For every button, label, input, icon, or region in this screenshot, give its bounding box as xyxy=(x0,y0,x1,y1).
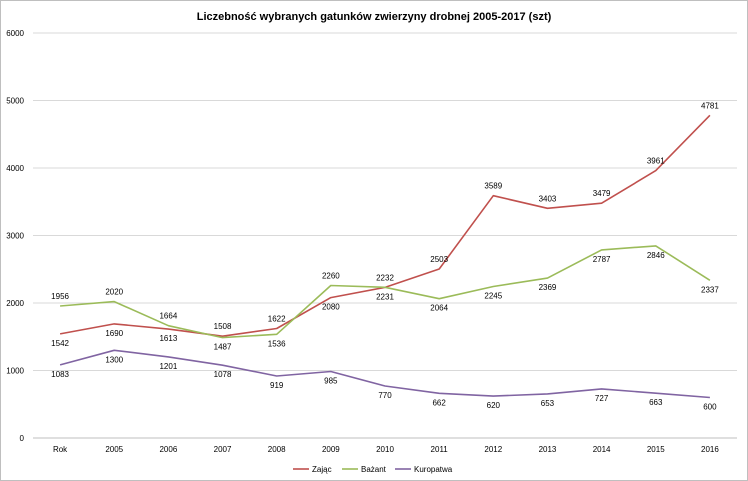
data-label: 3589 xyxy=(484,182,502,191)
y-tick-label: 3000 xyxy=(6,232,24,241)
x-tick-label: 2007 xyxy=(214,445,232,454)
legend-label: Kuropatwa xyxy=(414,465,453,474)
data-label: 2231 xyxy=(376,292,394,301)
x-tick-label: 2010 xyxy=(376,445,394,454)
data-label: 653 xyxy=(541,399,555,408)
data-label: 1956 xyxy=(51,292,69,301)
data-label: 1536 xyxy=(268,339,286,348)
data-label: 1300 xyxy=(105,355,123,364)
data-label: 919 xyxy=(270,381,284,390)
x-tick-label: Rok xyxy=(53,445,68,454)
series-line-kuropatwa xyxy=(59,349,710,399)
y-tick-label: 1000 xyxy=(6,367,24,376)
data-label: 663 xyxy=(649,398,663,407)
data-label: 1487 xyxy=(214,343,232,352)
data-label: 1078 xyxy=(214,370,232,379)
y-axis-ticks: 0 1000 2000 3000 4000 5000 6000 xyxy=(6,29,24,443)
series-lines xyxy=(59,114,711,399)
gridlines xyxy=(33,32,737,439)
data-label: 1664 xyxy=(159,312,177,321)
data-label: 2503 xyxy=(430,255,448,264)
data-label: 3961 xyxy=(647,157,665,166)
y-tick-label: 4000 xyxy=(6,164,24,173)
data-label: 3479 xyxy=(593,189,611,198)
data-label: 1083 xyxy=(51,370,69,379)
x-tick-label: 2012 xyxy=(484,445,502,454)
x-tick-label: 2014 xyxy=(593,445,611,454)
data-label: 2260 xyxy=(322,271,340,280)
data-label: 600 xyxy=(703,403,717,412)
y-tick-label: 5000 xyxy=(6,97,24,106)
data-label: 3403 xyxy=(539,194,557,203)
data-label: 2232 xyxy=(376,273,394,282)
data-label: 1613 xyxy=(159,334,177,343)
data-label: 2787 xyxy=(593,255,611,264)
data-label: 2337 xyxy=(701,285,719,294)
data-label: 2020 xyxy=(105,288,123,297)
x-tick-label: 2015 xyxy=(647,445,665,454)
x-tick-label: 2013 xyxy=(539,445,557,454)
data-label: 2846 xyxy=(647,251,665,260)
x-tick-label: 2016 xyxy=(701,445,719,454)
y-tick-label: 0 xyxy=(20,434,25,443)
data-label: 1508 xyxy=(214,322,232,331)
legend-label: Bażant xyxy=(361,465,387,474)
data-label: 2064 xyxy=(430,304,448,313)
legend-label: Zając xyxy=(312,465,332,474)
x-tick-label: 2009 xyxy=(322,445,340,454)
data-label: 620 xyxy=(487,401,501,410)
series-line-bażant xyxy=(60,245,711,339)
x-tick-label: 2008 xyxy=(268,445,286,454)
data-label: 1690 xyxy=(105,329,123,338)
data-label: 1542 xyxy=(51,339,69,348)
data-label: 2245 xyxy=(484,291,502,300)
y-tick-label: 2000 xyxy=(6,299,24,308)
data-label: 1201 xyxy=(159,362,177,371)
data-labels: 1542 1690 1613 1508 1622 2080 2231 2503 3589 3403… xyxy=(51,101,719,411)
x-axis-ticks: Rok 2005 2006 2007 2008 2009 2010 2011 2012 2013 2… xyxy=(53,445,719,454)
y-tick-label: 6000 xyxy=(6,29,24,38)
data-label: 662 xyxy=(432,398,446,407)
data-label: 4781 xyxy=(701,101,719,110)
x-tick-label: 2011 xyxy=(431,445,449,454)
data-label: 770 xyxy=(378,391,392,400)
x-tick-label: 2006 xyxy=(159,445,177,454)
chart-title: Liczebność wybranych gatunków zwierzyny … xyxy=(197,11,552,23)
data-label: 1622 xyxy=(268,315,286,324)
data-label: 2369 xyxy=(539,283,557,292)
data-label: 985 xyxy=(324,377,338,386)
data-label: 2080 xyxy=(322,303,340,312)
x-tick-label: 2005 xyxy=(105,445,123,454)
legend: Zając Bażant Kuropatwa xyxy=(293,465,453,474)
data-label: 727 xyxy=(595,394,609,403)
